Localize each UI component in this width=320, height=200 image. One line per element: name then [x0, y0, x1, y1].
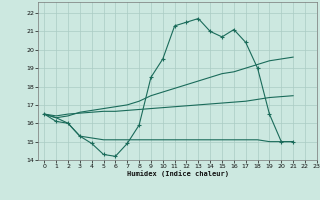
X-axis label: Humidex (Indice chaleur): Humidex (Indice chaleur)	[127, 171, 228, 177]
